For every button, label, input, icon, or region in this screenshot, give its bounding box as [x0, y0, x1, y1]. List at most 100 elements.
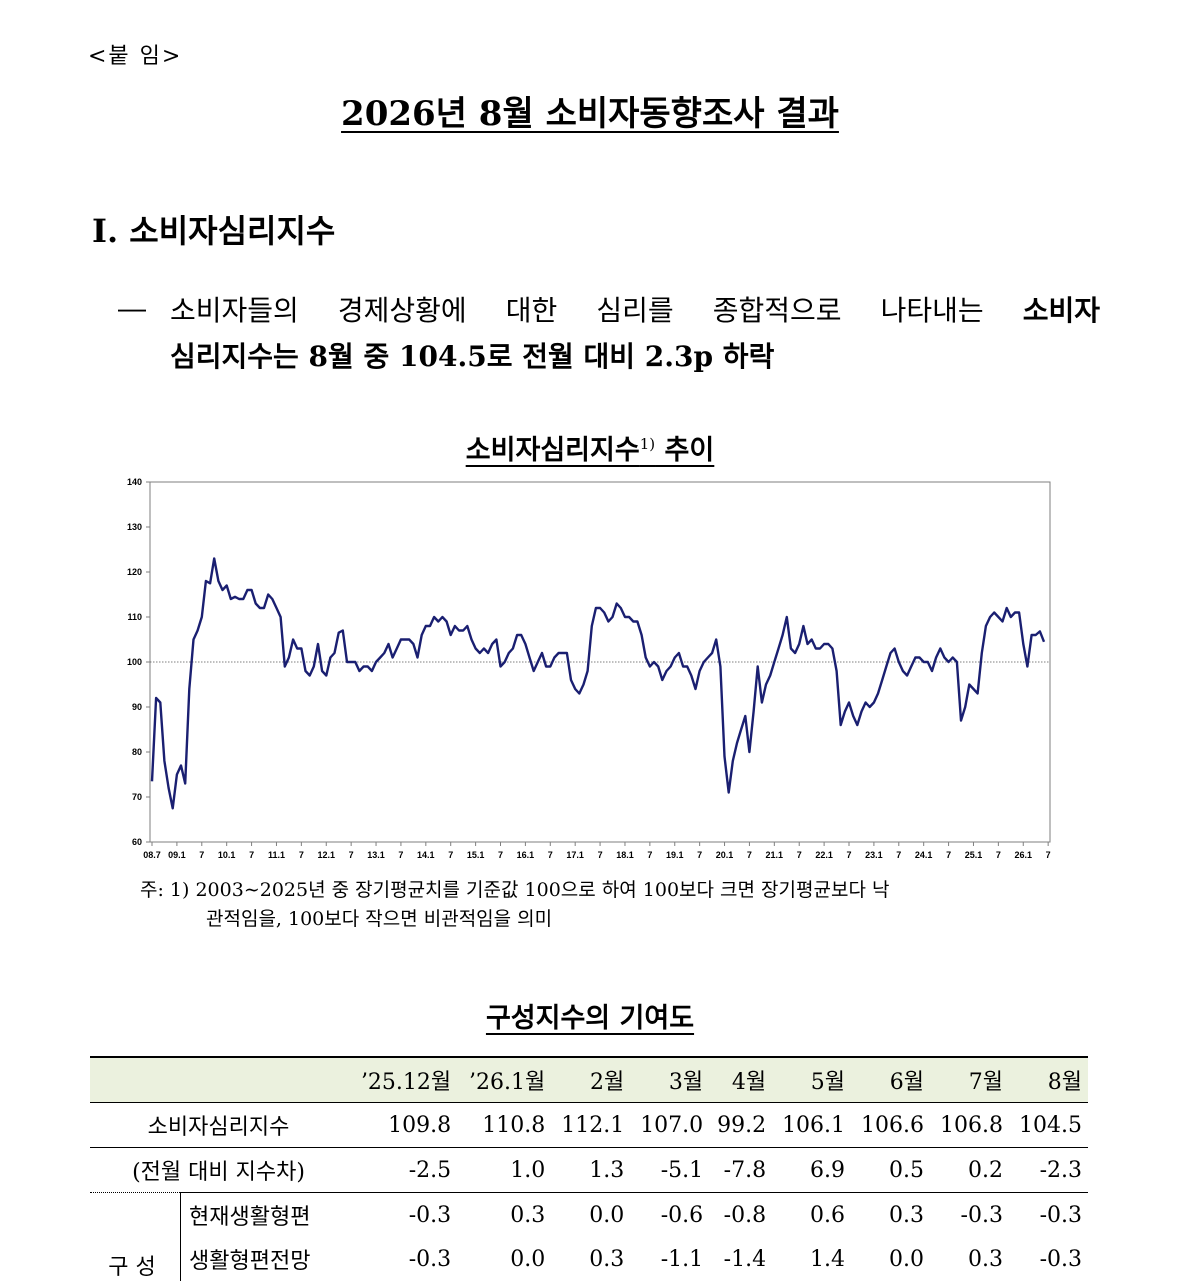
summary-line-1: 소비자들의 경제상황에 대한 심리를 종합적으로 나타내는 소비자 [170, 288, 1100, 334]
column-header: 7월 [930, 1057, 1009, 1103]
table-cell: 110.8 [457, 1103, 551, 1148]
table-cell: -0.3 [930, 1193, 1009, 1238]
table-cell: 106.8 [930, 1103, 1009, 1148]
y-tick-label: 60 [132, 837, 142, 847]
x-tick-label: 12.1 [317, 850, 335, 860]
x-tick-label: 18.1 [616, 850, 634, 860]
row-label: (전월 대비 지수차) [90, 1148, 347, 1193]
table-cell: 0.3 [930, 1237, 1009, 1281]
table-cell: -0.8 [709, 1193, 772, 1238]
x-tick-label: 21.1 [766, 850, 784, 860]
x-tick-label: 24.1 [915, 850, 933, 860]
x-tick-label: 7 [846, 850, 851, 860]
section-heading: Ⅰ. 소비자심리지수 [92, 206, 335, 252]
x-tick-label: 7 [647, 850, 652, 860]
table-cell: -2.5 [347, 1148, 457, 1193]
y-tick-label: 80 [132, 747, 142, 757]
table-cell: 107.0 [630, 1103, 709, 1148]
table-cell: -5.1 [630, 1148, 709, 1193]
x-tick-label: 11.1 [268, 850, 285, 860]
x-tick-label: 7 [448, 850, 453, 860]
y-tick-label: 90 [132, 702, 142, 712]
x-tick-label: 25.1 [965, 850, 983, 860]
table-cell: 109.8 [347, 1103, 457, 1148]
row-label: 현재생활형편 [181, 1193, 348, 1238]
x-tick-label: 7 [946, 850, 951, 860]
table-cell: 0.6 [772, 1193, 851, 1238]
attachment-label: <붙 임> [88, 38, 182, 70]
y-tick-label: 120 [127, 567, 142, 577]
footnote-line-2: 관적임을, 100보다 작으면 비관적임을 의미 [140, 905, 1100, 934]
bullet-dash: ― [118, 292, 146, 325]
x-tick-label: 7 [1046, 850, 1051, 860]
x-tick-label: 7 [249, 850, 254, 860]
row-label: 생활형편전망 [181, 1237, 348, 1281]
table-cell: 0.3 [851, 1193, 930, 1238]
x-tick-label: 7 [747, 850, 752, 860]
table-cell: 99.2 [709, 1103, 772, 1148]
column-header: ’25.12월 [347, 1057, 457, 1103]
column-header: 4월 [709, 1057, 772, 1103]
table-cell: -0.3 [347, 1193, 457, 1238]
document-title: 2026년 8월 소비자동향조사 결과 [0, 86, 1180, 135]
y-tick-label: 100 [127, 657, 142, 667]
table-cell: -7.8 [709, 1148, 772, 1193]
footnote-line-1: 주: 1) 2003∼2025년 중 장기평균치를 기준값 100으로 하여 1… [140, 876, 1100, 905]
column-header: ’26.1월 [457, 1057, 551, 1103]
x-tick-label: 7 [199, 850, 204, 860]
x-tick-label: 7 [548, 850, 553, 860]
table-cell: -1.1 [630, 1237, 709, 1281]
table-cell: 112.1 [551, 1103, 630, 1148]
x-tick-label: 7 [896, 850, 901, 860]
column-header: 2월 [551, 1057, 630, 1103]
x-tick-label: 14.1 [417, 850, 435, 860]
x-tick-label: 7 [498, 850, 503, 860]
x-tick-label: 7 [697, 850, 702, 860]
x-tick-label: 7 [598, 850, 603, 860]
table-cell: 0.0 [851, 1237, 930, 1281]
x-tick-label: 08.7 [143, 850, 161, 860]
x-tick-label: 7 [996, 850, 1001, 860]
table-cell: 0.3 [457, 1193, 551, 1238]
y-tick-label: 70 [132, 792, 142, 802]
table-cell: 106.1 [772, 1103, 851, 1148]
x-tick-label: 26.1 [1014, 850, 1032, 860]
table-cell: -0.6 [630, 1193, 709, 1238]
x-tick-label: 7 [299, 850, 304, 860]
x-tick-label: 13.1 [367, 850, 385, 860]
table-cell: -1.4 [709, 1237, 772, 1281]
column-header: 3월 [630, 1057, 709, 1103]
chart-footnote: 주: 1) 2003∼2025년 중 장기평균치를 기준값 100으로 하여 1… [140, 876, 1100, 934]
x-tick-label: 7 [797, 850, 802, 860]
table-cell: 1.4 [772, 1237, 851, 1281]
table-title: 구성지수의 기여도 [0, 996, 1180, 1035]
table-cell: 0.2 [930, 1148, 1009, 1193]
table-cell: 0.0 [457, 1237, 551, 1281]
x-tick-label: 20.1 [716, 850, 734, 860]
table-cell: 104.5 [1009, 1103, 1088, 1148]
table-cell: -0.3 [1009, 1193, 1088, 1238]
chart-title: 소비자심리지수1) 추이 [0, 428, 1180, 467]
column-header: 6월 [851, 1057, 930, 1103]
x-tick-label: 7 [398, 850, 403, 860]
x-tick-label: 7 [349, 850, 354, 860]
x-tick-label: 09.1 [168, 850, 186, 860]
csi-series-line [152, 559, 1044, 809]
table-cell: -2.3 [1009, 1148, 1088, 1193]
table-cell: 0.5 [851, 1148, 930, 1193]
summary-line-2: 심리지수는 8월 중 104.5로 전월 대비 2.3p 하락 [170, 334, 774, 380]
group-label: 구 성 [90, 1193, 181, 1281]
x-tick-label: 10.1 [218, 850, 236, 860]
x-tick-label: 17.1 [566, 850, 584, 860]
column-header: 5월 [772, 1057, 851, 1103]
x-tick-label: 15.1 [467, 850, 485, 860]
table-cell: 6.9 [772, 1148, 851, 1193]
column-header: 8월 [1009, 1057, 1088, 1103]
y-tick-label: 110 [127, 612, 142, 622]
